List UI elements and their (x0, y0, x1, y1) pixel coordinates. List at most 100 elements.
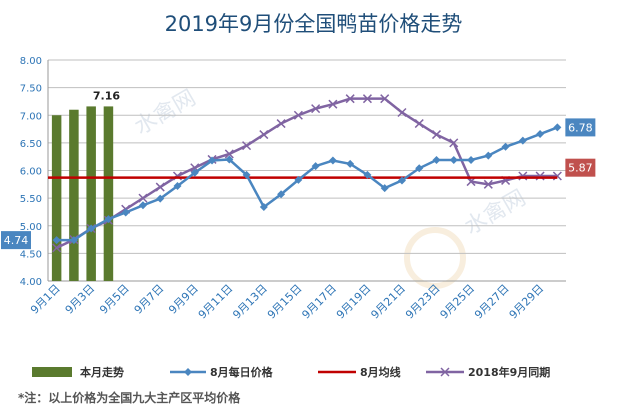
daily-price-marker (277, 190, 286, 199)
x-tick-label: 9月11日 (196, 282, 236, 322)
bar (69, 109, 79, 281)
legend-label: 本月走势 (80, 365, 124, 379)
y-tick-label: 4.00 (20, 277, 42, 288)
daily-price-marker (363, 170, 372, 179)
x-tick-label: 9月17日 (299, 282, 339, 322)
bar (51, 115, 62, 281)
average-value-label: 5.87 (568, 162, 593, 175)
last-year-marker (224, 149, 234, 159)
x-tick-label: 9月29日 (507, 282, 547, 322)
bar (103, 106, 114, 281)
daily-price-marker (242, 170, 251, 179)
daily-price-marker (328, 156, 337, 165)
daily-price-marker (518, 136, 527, 145)
y-tick-label: 8.00 (20, 56, 42, 67)
last-year-marker (276, 119, 286, 129)
daily-price-marker (138, 201, 147, 210)
last-year-marker (414, 119, 424, 129)
x-tick-label: 9月19日 (334, 282, 374, 322)
chart-title: 2019年9月份全国鸭苗价格走势 (164, 12, 463, 36)
last-year-marker (138, 193, 148, 203)
x-tick-label: 9月27日 (472, 282, 512, 322)
legend-label: 8月每日价格 (210, 365, 274, 379)
last-year-marker (328, 99, 338, 109)
y-tick-label: 4.50 (20, 249, 42, 260)
x-tick-label: 9月21日 (368, 282, 408, 322)
legend-label: 8月均线 (360, 365, 401, 379)
data-labels: 7.16 4.74 6.78 5.87 (1, 89, 596, 250)
y-tick-label: 5.50 (20, 194, 42, 205)
watermark-text: 水禽网 (461, 186, 531, 241)
daily-price-marker (432, 156, 441, 165)
last-year-marker (52, 243, 62, 253)
last-year-marker (380, 94, 390, 104)
last-year-marker (345, 94, 355, 104)
daily-price-marker (397, 176, 406, 185)
last-year-marker (155, 182, 165, 192)
last-year-marker (449, 138, 459, 148)
daily-price-marker (346, 159, 355, 168)
x-tick-label: 9月25日 (438, 282, 478, 322)
legend-swatch-bar (32, 367, 72, 377)
x-axis: 9月1日 9月3日 9月5日 9月7日 9月9日9月11日9月13日9月15日9月17日… (28, 280, 566, 322)
legend-marker-daily (184, 368, 192, 376)
daily-price-marker (501, 142, 510, 151)
daily-price-marker (173, 181, 182, 190)
daily-price-marker (536, 130, 545, 139)
daily-price-marker (553, 123, 562, 132)
x-tick-label: 9月5日 (97, 282, 132, 317)
daily-price-marker (225, 155, 234, 164)
x-tick-label: 9月15日 (265, 282, 305, 322)
daily-price-marker (208, 156, 217, 165)
bar (86, 106, 96, 281)
daily-price-marker (121, 208, 130, 217)
watermark-text: 水禽网 (131, 86, 201, 141)
bar-series (51, 106, 114, 281)
daily-price-marker (156, 194, 165, 203)
daily-price-marker (104, 215, 113, 224)
last-year-marker (242, 141, 252, 151)
grid-lines (48, 59, 566, 282)
y-tick-label: 5.00 (20, 222, 42, 233)
footnote: *注：以上价格为全国九大主产区平均价格 (18, 391, 241, 405)
last-year-marker (362, 94, 372, 104)
daily-price-marker (467, 156, 476, 165)
x-tick-label: 9月3日 (63, 282, 98, 317)
daily-price-marker (190, 168, 199, 177)
watermark-logo (404, 227, 466, 289)
start-value-label-box (1, 231, 31, 250)
end-value-label: 6.78 (568, 121, 593, 134)
legend-marker-last-year (440, 367, 450, 377)
daily-price-marker (380, 184, 389, 193)
last-year-marker (483, 179, 493, 189)
daily-price-marker (311, 162, 320, 171)
last-year-marker (293, 110, 303, 120)
average-value-label-box (565, 158, 596, 177)
daily-price-marker (69, 236, 78, 245)
y-axis: 4.00 4.50 5.00 5.50 6.00 6.50 7.00 7.50 8.00 (20, 56, 49, 288)
daily-price-marker (415, 164, 424, 173)
daily-price-marker (87, 224, 96, 233)
daily-price-marker (294, 175, 303, 184)
x-tick-label: 9月7日 (132, 282, 167, 317)
y-tick-label: 7.00 (20, 111, 42, 122)
daily-price-marker (52, 236, 61, 245)
legend: 本月走势 8月每日价格 8月均线 2018年9月同期 (32, 365, 550, 379)
bar-data-label: 7.16 (93, 89, 120, 102)
y-tick-label: 6.50 (20, 139, 42, 150)
y-tick-label: 7.50 (20, 84, 42, 95)
x-tick-label: 9月13日 (230, 282, 270, 322)
start-value-label: 4.74 (4, 234, 29, 247)
last-year-marker (397, 107, 407, 118)
daily-price-marker (449, 156, 458, 165)
last-year-marker (259, 130, 269, 140)
last-year-marker (311, 104, 321, 114)
x-tick-label: 9月23日 (403, 282, 443, 322)
line-series (48, 94, 562, 253)
daily-price-marker (484, 151, 493, 160)
y-tick-label: 6.00 (20, 167, 42, 178)
last-year-marker (431, 130, 442, 140)
daily-price-marker (259, 202, 268, 211)
legend-label: 2018年9月同期 (468, 365, 550, 379)
